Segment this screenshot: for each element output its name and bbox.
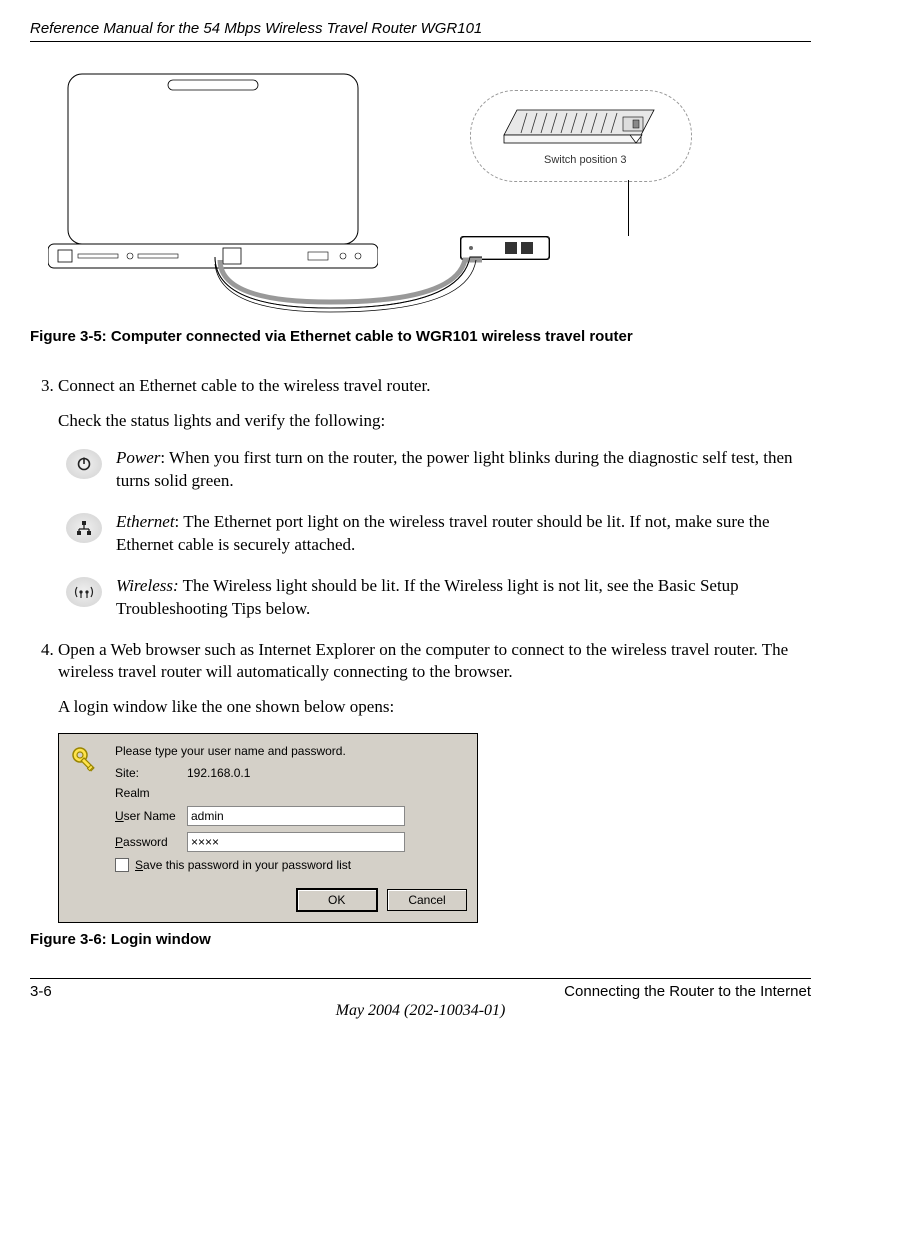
figure-3-6-caption: Figure 3-6: Login window: [30, 931, 811, 948]
login-prompt: Please type your user name and password.: [115, 744, 467, 758]
wireless-status-text: Wireless: The Wireless light should be l…: [116, 575, 811, 621]
wireless-desc: The Wireless light should be lit. If the…: [116, 576, 739, 618]
power-label: Power: [116, 448, 160, 467]
ethernet-desc: : The Ethernet port light on the wireles…: [116, 512, 770, 554]
username-label: User Name: [115, 809, 187, 823]
power-status-row: Power: When you first turn on the router…: [58, 447, 811, 493]
ethernet-status-row: Ethernet: The Ethernet port light on the…: [58, 511, 811, 557]
key-icon: [69, 744, 101, 776]
instruction-list: Connect an Ethernet cable to the wireles…: [30, 375, 811, 719]
power-icon: [66, 449, 102, 479]
ethernet-status-text: Ethernet: The Ethernet port light on the…: [116, 511, 811, 557]
footer-date: May 2004 (202-10034-01): [30, 1002, 811, 1020]
ethernet-label: Ethernet: [116, 512, 175, 531]
running-header: Reference Manual for the 54 Mbps Wireles…: [30, 20, 811, 37]
ethernet-icon: [66, 513, 102, 543]
step-4-sub: A login window like the one shown below …: [58, 696, 811, 719]
step-3-sub: Check the status lights and verify the f…: [58, 410, 811, 433]
step-3: Connect an Ethernet cable to the wireles…: [58, 375, 811, 621]
save-password-label: Save this password in your password list: [135, 858, 351, 872]
wireless-label: Wireless:: [116, 576, 179, 595]
ethernet-cable: [30, 60, 690, 320]
step-3-text: Connect an Ethernet cable to the wireles…: [58, 376, 430, 395]
ok-button[interactable]: OK: [296, 888, 378, 912]
step-4-text: Open a Web browser such as Internet Expl…: [58, 640, 788, 682]
header-rule: [30, 41, 811, 42]
cancel-button[interactable]: Cancel: [387, 889, 467, 911]
site-value: 192.168.0.1: [187, 766, 250, 780]
section-title: Connecting the Router to the Internet: [564, 983, 811, 1000]
power-desc: : When you first turn on the router, the…: [116, 448, 793, 490]
username-input[interactable]: admin: [187, 806, 405, 826]
footer-rule: [30, 978, 811, 979]
save-password-checkbox[interactable]: [115, 858, 129, 872]
password-label: Password: [115, 835, 187, 849]
site-label: Site:: [115, 766, 187, 780]
connection-diagram: Switch position 3: [30, 60, 811, 320]
wireless-icon: [66, 577, 102, 607]
login-dialog: Please type your user name and password.…: [58, 733, 478, 923]
footer-line: 3-6 Connecting the Router to the Interne…: [30, 983, 811, 1000]
wireless-status-row: Wireless: The Wireless light should be l…: [58, 575, 811, 621]
power-status-text: Power: When you first turn on the router…: [116, 447, 811, 493]
password-input[interactable]: ××××: [187, 832, 405, 852]
figure-3-5-caption: Figure 3-5: Computer connected via Ether…: [30, 328, 811, 345]
page-number: 3-6: [30, 983, 52, 1000]
step-4: Open a Web browser such as Internet Expl…: [58, 639, 811, 720]
realm-label: Realm: [115, 786, 187, 800]
